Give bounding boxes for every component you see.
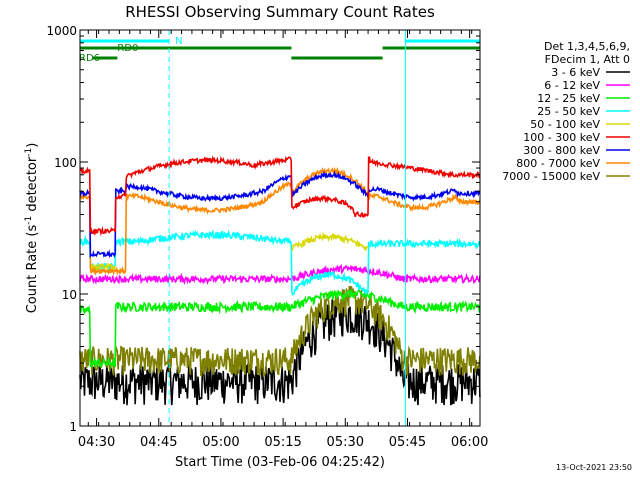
- legend-entry-label: 300 - 800 keV: [523, 144, 600, 157]
- x-axis: 04:30 04:45 05:00 05:15 05:30 05:45 06:00: [78, 30, 488, 450]
- legend-header-line-1: Det 1,3,4,5,6,9,: [544, 40, 630, 53]
- y-tick-label: 10: [62, 288, 77, 302]
- series-line: [79, 166, 481, 277]
- legend: Det 1,3,4,5,6,9, FDecim 1, Att 0 3 - 6 k…: [502, 40, 630, 183]
- y-label-mid: detector: [25, 156, 40, 216]
- rd-status-label: RD0: [117, 43, 138, 54]
- y-label-sup1: -1: [24, 216, 34, 225]
- generation-timestamp: 13-Oct-2021 23:50: [556, 463, 632, 472]
- series-line: [79, 297, 481, 406]
- x-tick-label: 04:45: [140, 435, 177, 450]
- y-tick-label: 1: [69, 420, 77, 434]
- x-tick-label: 05:00: [202, 435, 239, 450]
- y-label-end: ): [25, 143, 40, 148]
- x-tick-label: 04:30: [78, 435, 115, 450]
- x-axis-label: Start Time (03-Feb-06 04:25:42): [175, 455, 385, 470]
- x-tick-label: 05:45: [389, 435, 426, 450]
- x-tick-label: 06:00: [451, 435, 488, 450]
- legend-entry-label: 3 - 6 keV: [551, 66, 600, 79]
- legend-entry-label: 7000 - 15000 keV: [502, 170, 600, 183]
- x-tick-label: 05:30: [327, 435, 364, 450]
- series-line: [79, 170, 481, 259]
- n-status-label: N: [175, 36, 182, 47]
- y-tick-label: 100: [54, 156, 77, 170]
- legend-entry-label: 12 - 25 keV: [537, 92, 600, 105]
- series-line: [79, 285, 481, 378]
- series-line: [79, 229, 481, 297]
- chart-title: RHESSI Observing Summary Count Rates: [125, 3, 435, 21]
- status-bars: N RD0 RD6: [79, 36, 480, 64]
- y-label-main: Count Rate (s: [25, 225, 40, 314]
- series-line: [79, 155, 481, 237]
- legend-entry-label: 6 - 12 keV: [544, 79, 600, 92]
- legend-entry-label: 800 - 7000 keV: [516, 157, 600, 170]
- series-line: [89, 231, 369, 273]
- x-tick-label: 05:15: [264, 435, 301, 450]
- rd6-status-label: RD6: [79, 53, 100, 64]
- series-line: [79, 263, 481, 286]
- y-axis: 1 10 100 1000: [46, 24, 480, 434]
- plot-frame: [79, 29, 481, 427]
- series-layer: [79, 155, 481, 406]
- y-axis-label: Count Rate (s-1 detector-1): [24, 143, 40, 314]
- legend-entry-label: 50 - 100 keV: [530, 118, 600, 131]
- legend-header-line-2: FDecim 1, Att 0: [545, 53, 630, 66]
- y-label-sup2: -1: [24, 148, 34, 157]
- series-line: [79, 288, 481, 369]
- legend-entry-label: 25 - 50 keV: [537, 105, 600, 118]
- y-tick-label: 1000: [46, 24, 77, 38]
- legend-entry-label: 100 - 300 keV: [523, 131, 600, 144]
